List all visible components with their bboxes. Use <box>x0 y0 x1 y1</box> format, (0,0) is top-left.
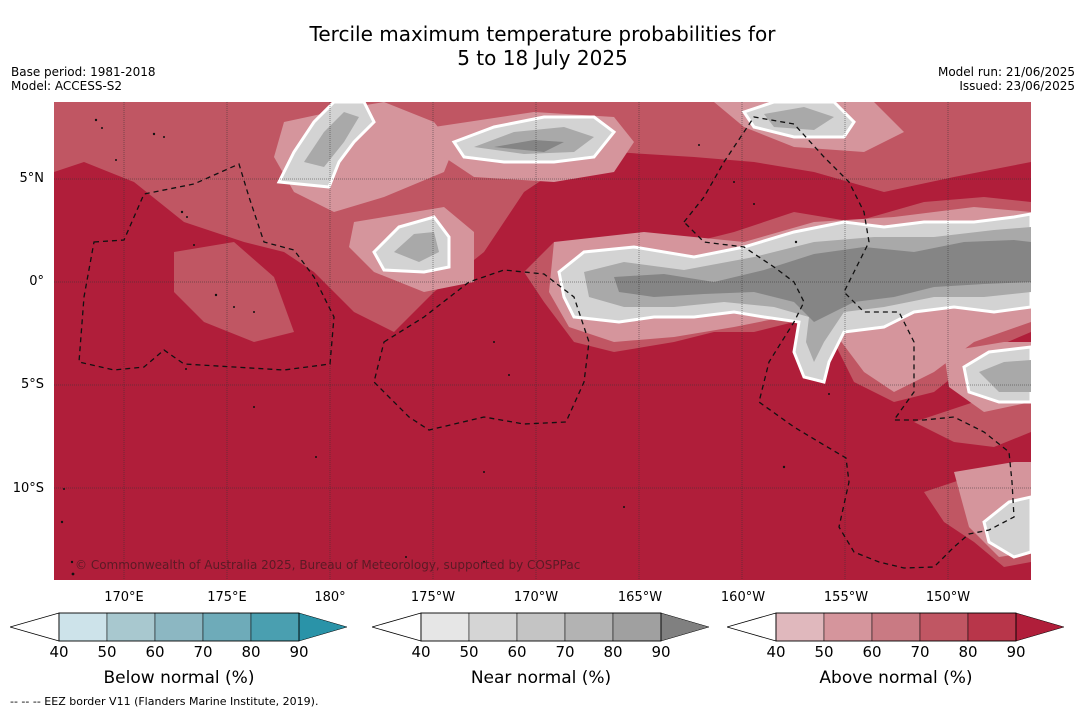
probability-map <box>54 102 1031 580</box>
cbar-above-seg <box>871 612 921 642</box>
cbar-near-seg <box>468 612 518 642</box>
model-run: Model run: 21/06/2025 <box>937 65 1075 79</box>
cbar-below-arrow-left <box>10 612 60 642</box>
cbar-near-arrow-left <box>372 612 422 642</box>
cbar-near-tick: 80 <box>603 643 623 661</box>
graticule <box>54 102 1031 580</box>
lon-label-155w: 155°W <box>823 590 869 605</box>
cbar-below-seg <box>106 612 156 642</box>
colorbar-above-normal <box>727 612 1065 642</box>
meta-right: Model run: 21/06/2025 Issued: 23/06/2025 <box>938 65 1075 93</box>
cbar-below-tick: 90 <box>289 643 309 661</box>
cbar-near-seg <box>564 612 614 642</box>
cbar-below-seg <box>58 612 108 642</box>
islands <box>60 118 830 576</box>
cbar-above-arrow-right <box>1015 612 1065 642</box>
cbar-above-frame <box>775 612 1017 642</box>
lat-label-10s: 10°S <box>12 481 44 496</box>
near-normal-dark-regions <box>494 140 1031 322</box>
cbar-near-seg <box>612 612 662 642</box>
cbar-below-seg <box>250 612 300 642</box>
colorbar-near-normal <box>372 612 710 642</box>
base-period: Base period: 1981-2018 <box>11 65 156 79</box>
cbar-near-tick: 70 <box>555 643 575 661</box>
chart-title: Tercile maximum temperature probabilitie… <box>0 22 1085 70</box>
cbar-above-arrow-left <box>727 612 777 642</box>
cbar-below-frame <box>58 612 300 642</box>
title-line-1: Tercile maximum temperature probabilitie… <box>309 22 776 46</box>
lon-label-175w: 175°W <box>410 590 456 605</box>
cbar-near-seg <box>516 612 566 642</box>
lon-label-150w: 150°W <box>925 590 971 605</box>
cbar-below-title: Below normal (%) <box>103 668 255 688</box>
cbar-above-tick: 90 <box>1006 643 1026 661</box>
cbar-above-tick: 70 <box>910 643 930 661</box>
cbar-above-title: Above normal (%) <box>819 668 973 688</box>
lon-label-175e: 175°E <box>207 590 247 605</box>
lon-label-165w: 165°W <box>617 590 663 605</box>
cbar-near-frame <box>420 612 662 642</box>
cbar-above-seg <box>967 612 1017 642</box>
cbar-near-tick: 90 <box>651 643 671 661</box>
cbar-above-seg <box>775 612 825 642</box>
issued-date: Issued: 23/06/2025 <box>959 79 1075 93</box>
lon-label-170w: 170°W <box>513 590 559 605</box>
lon-label-180: 180° <box>314 590 346 605</box>
cbar-below-tick: 40 <box>49 643 69 661</box>
cbar-below-seg <box>154 612 204 642</box>
eez-footnote: -- -- -- EEZ border V11 (Flanders Marine… <box>10 695 319 708</box>
cbar-near-tick: 60 <box>507 643 527 661</box>
cbar-near-tick: 50 <box>459 643 479 661</box>
copyright-notice: © Commonwealth of Australia 2025, Bureau… <box>75 558 581 572</box>
cbar-above-tick: 40 <box>766 643 786 661</box>
lat-label-5n: 5°N <box>19 171 45 186</box>
cbar-below-tick: 80 <box>241 643 261 661</box>
cbar-near-tick: 40 <box>411 643 431 661</box>
title-line-2: 5 to 18 July 2025 <box>457 46 628 70</box>
colorbar-below-normal <box>10 612 348 642</box>
meta-left: Base period: 1981-2018 Model: ACCESS-S2 <box>11 65 156 93</box>
lat-label-5s: 5°S <box>20 377 44 392</box>
cbar-above-tick: 80 <box>958 643 978 661</box>
lon-label-160w: 160°W <box>720 590 766 605</box>
cbar-above-seg <box>919 612 969 642</box>
cbar-below-arrow-right <box>298 612 348 642</box>
cbar-below-tick: 50 <box>97 643 117 661</box>
cbar-above-tick: 60 <box>862 643 882 661</box>
cbar-above-seg <box>823 612 873 642</box>
cbar-near-arrow-right <box>660 612 710 642</box>
lat-label-0: 0° <box>29 274 44 289</box>
cbar-above-tick: 50 <box>814 643 834 661</box>
cbar-below-seg <box>202 612 252 642</box>
model-name: Model: ACCESS-S2 <box>11 79 123 93</box>
cbar-below-tick: 70 <box>193 643 213 661</box>
eez-borders <box>78 116 1015 569</box>
cbar-near-seg <box>420 612 470 642</box>
cbar-near-title: Near normal (%) <box>470 668 612 688</box>
cbar-below-tick: 60 <box>145 643 165 661</box>
lon-label-170e: 170°E <box>104 590 144 605</box>
